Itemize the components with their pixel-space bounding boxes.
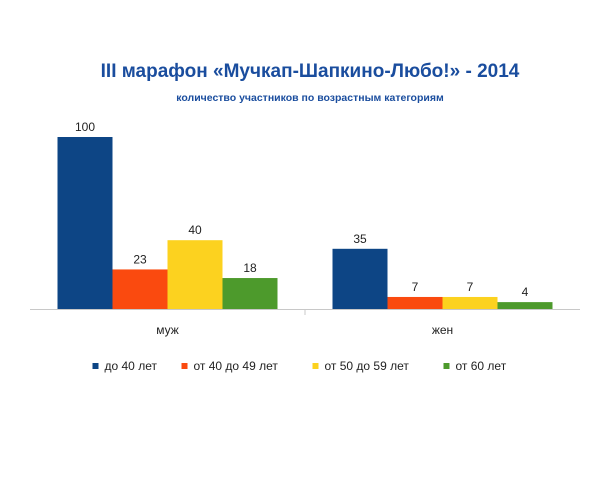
data-label: 7 bbox=[467, 280, 474, 294]
legend-label: от 40 до 49 лет bbox=[194, 359, 279, 373]
legend-marker bbox=[92, 363, 99, 369]
data-label: 4 bbox=[522, 285, 529, 299]
bar-муж-2 bbox=[112, 269, 168, 309]
legend-marker bbox=[181, 363, 188, 369]
chart-subtitle: количество участников по возрастным кате… bbox=[176, 92, 444, 104]
legend-label: от 50 до 59 лет bbox=[325, 359, 410, 373]
legend-marker bbox=[443, 363, 450, 369]
data-label: 40 bbox=[188, 223, 202, 237]
bar-жен-3 bbox=[442, 296, 498, 309]
category-label: жен bbox=[432, 323, 453, 337]
data-label: 100 bbox=[75, 120, 95, 134]
bar-муж-3 bbox=[167, 240, 223, 309]
category-label: муж bbox=[156, 323, 179, 337]
legend-label: до 40 лет bbox=[105, 359, 158, 373]
plot-area: 100 23 40 18 муж 35 7 7 4 жен bbox=[30, 120, 580, 337]
bar-муж-4 bbox=[222, 278, 278, 309]
legend: до 40 лет от 40 до 49 лет от 50 до 59 лет о… bbox=[92, 359, 507, 373]
bar-жен-1 bbox=[332, 248, 388, 309]
bar-жен-2 bbox=[387, 296, 443, 309]
data-label: 35 bbox=[353, 232, 367, 246]
data-label: 23 bbox=[133, 252, 147, 266]
data-label: 7 bbox=[412, 280, 419, 294]
bar-муж-1 bbox=[57, 137, 113, 309]
chart-title: III марафон «Мучкап-Шапкино-Любо!» - 201… bbox=[101, 61, 520, 82]
bar-жен-4 bbox=[497, 302, 553, 309]
legend-label: от 60 лет bbox=[456, 359, 507, 373]
data-label: 18 bbox=[243, 261, 257, 275]
legend-marker bbox=[312, 363, 319, 369]
